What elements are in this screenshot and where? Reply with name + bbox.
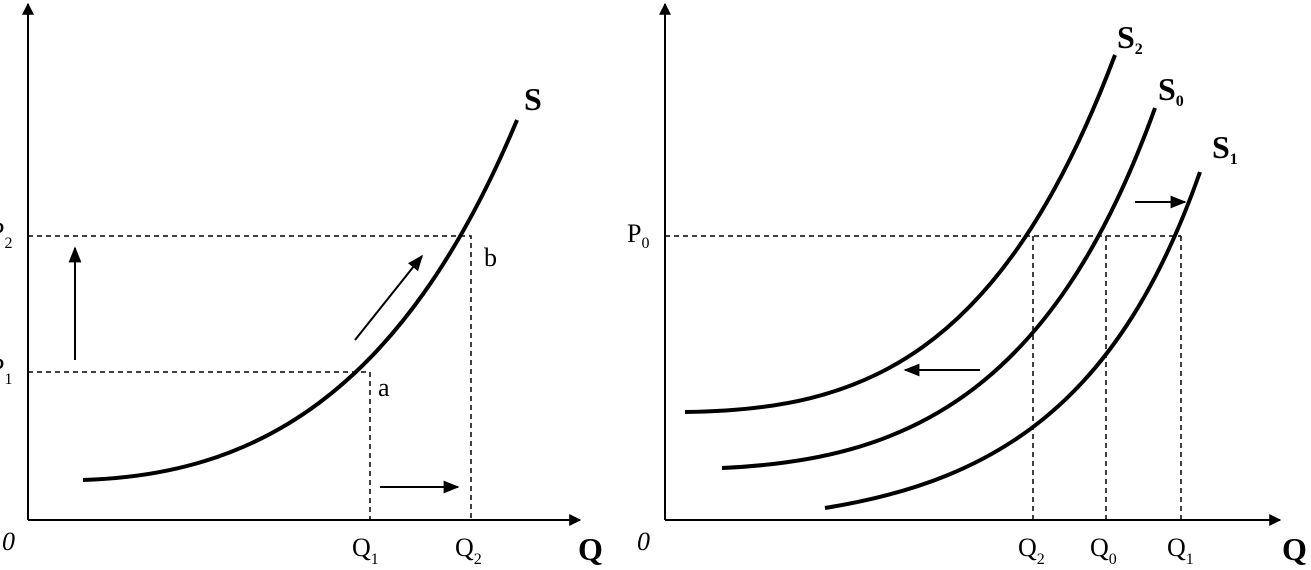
p-main: P [0, 353, 4, 382]
q-sub: 1 [1186, 551, 1194, 568]
p-label: P2 [0, 217, 12, 252]
curve-sub: 1 [1230, 151, 1238, 168]
q-sub: 2 [474, 551, 482, 568]
curve-label: S1 [1212, 129, 1238, 168]
q-sub: 0 [1109, 551, 1117, 568]
curve-main: S [1117, 19, 1135, 55]
supply-curve [82, 119, 519, 482]
p-sub: 2 [4, 235, 12, 252]
q-main: Q [1018, 533, 1037, 562]
origin-label: 0 [637, 527, 650, 556]
origin-label: 0 [2, 527, 15, 556]
curve-label: S [524, 81, 542, 117]
q-label: Q2 [1018, 533, 1045, 568]
point-label: a [378, 373, 390, 402]
p-sub: 1 [4, 371, 12, 388]
axis-label: Q [1282, 531, 1307, 567]
arrow [354, 254, 423, 341]
p-main: P [0, 217, 4, 246]
q-main: Q [455, 533, 474, 562]
axis-label: Q [578, 531, 603, 567]
q-label: Q2 [455, 533, 482, 568]
right-panel: S2 S0 S1 P0 Q2 Q0 Q1 0 Q [627, 2, 1307, 568]
p-label: P1 [0, 353, 12, 388]
curve-label: S0 [1158, 71, 1184, 110]
point-label: b [484, 243, 497, 272]
q-sub: 1 [371, 551, 379, 568]
q-main: Q [1090, 533, 1109, 562]
p-sub: 0 [641, 235, 649, 252]
left-panel: S b a P2 P1 Q1 Q2 0 Q [0, 2, 603, 568]
curve-main: S [1158, 71, 1176, 107]
guide-lines [665, 235, 1182, 520]
curve-sub: 2 [1135, 41, 1143, 58]
q-label: Q1 [1167, 533, 1194, 568]
p-label: P0 [627, 219, 649, 252]
q-main: Q [1167, 533, 1186, 562]
supply-curve [684, 54, 1117, 414]
q-main: Q [352, 533, 371, 562]
p-main: P [627, 219, 641, 248]
q-label: Q0 [1090, 533, 1117, 568]
curve-main: S [1212, 129, 1230, 165]
q-sub: 2 [1037, 551, 1045, 568]
q-label: Q1 [352, 533, 379, 568]
guide-lines [28, 235, 472, 520]
supply-curve [824, 171, 1202, 510]
supply-curve [721, 107, 1157, 470]
curve-sub: 0 [1176, 93, 1184, 110]
curve-label: S2 [1117, 19, 1143, 58]
